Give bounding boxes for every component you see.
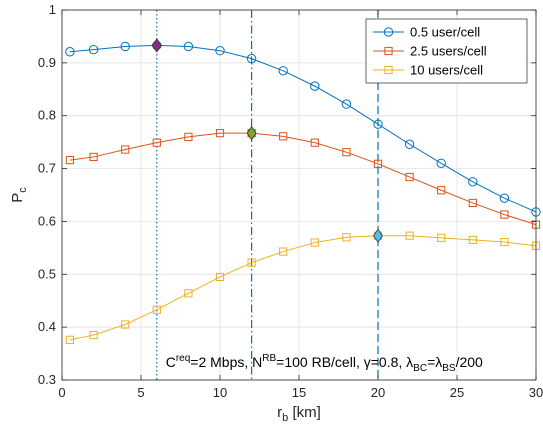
parameter-annotation: Creq=2 Mbps, NRB=100 RB/cell, γ=0.8, λBC… bbox=[166, 353, 483, 374]
optimum-point bbox=[246, 125, 257, 141]
data-point bbox=[310, 138, 319, 147]
y-axis-label: Pc bbox=[9, 187, 29, 203]
y-tick-label: 0.9 bbox=[38, 55, 56, 70]
legend-label: 0.5 user/cell bbox=[410, 25, 480, 40]
data-point bbox=[500, 237, 509, 247]
data-point bbox=[310, 238, 319, 247]
series-line bbox=[69, 235, 537, 341]
data-point bbox=[499, 193, 510, 203]
data-point bbox=[246, 53, 257, 64]
y-tick-label: 1 bbox=[49, 2, 56, 17]
data-point bbox=[405, 231, 414, 240]
data-point bbox=[215, 272, 225, 282]
data-point bbox=[437, 186, 446, 195]
x-tick-label: 20 bbox=[371, 385, 385, 400]
data-point bbox=[183, 41, 194, 52]
data-point bbox=[342, 148, 351, 157]
data-point bbox=[404, 139, 415, 149]
series-2 bbox=[65, 129, 541, 229]
series-line bbox=[69, 44, 537, 213]
x-tick-label: 30 bbox=[529, 385, 543, 400]
data-point bbox=[152, 305, 161, 314]
x-tick-label: 5 bbox=[137, 385, 144, 400]
data-point bbox=[373, 119, 383, 129]
data-point bbox=[121, 320, 130, 329]
data-point bbox=[89, 330, 98, 340]
data-point bbox=[65, 335, 75, 344]
legend-marker bbox=[384, 46, 393, 56]
data-point bbox=[405, 172, 414, 182]
y-tick-label: 0.3 bbox=[38, 372, 56, 387]
optimum-point bbox=[373, 228, 383, 243]
data-point bbox=[437, 233, 446, 242]
data-point bbox=[184, 289, 193, 298]
x-tick-label: 0 bbox=[58, 385, 65, 400]
data-point bbox=[373, 159, 383, 168]
data-point bbox=[65, 47, 75, 57]
data-point bbox=[279, 132, 288, 141]
data-point bbox=[278, 66, 288, 76]
data-point bbox=[152, 138, 161, 147]
data-point bbox=[468, 235, 477, 245]
x-tick-label: 25 bbox=[450, 385, 464, 400]
legend-marker bbox=[383, 27, 394, 37]
data-point bbox=[468, 198, 477, 208]
legend-items: 0.5 user/cell 2.5 users/cell 10 users/cell bbox=[373, 25, 487, 78]
data-point bbox=[341, 99, 352, 109]
legend: 0.5 user/cell 2.5 users/cell 10 users/cell bbox=[365, 18, 528, 84]
optimum-point bbox=[151, 38, 162, 53]
data-point bbox=[88, 44, 99, 55]
series-line bbox=[69, 132, 537, 226]
axis-ticks: 0 5 10 15 20 25 30 0.3 0.4 0.5 0.6 0.7 0.8 0.9 1 bbox=[38, 2, 543, 400]
x-tick-label: 10 bbox=[213, 385, 227, 400]
y-tick-label: 0.5 bbox=[38, 266, 56, 281]
data-point bbox=[89, 152, 98, 162]
data-point bbox=[247, 258, 256, 267]
y-tick-label: 0.7 bbox=[38, 161, 56, 176]
x-tick-label: 15 bbox=[292, 385, 306, 400]
optimum-markers bbox=[151, 38, 383, 243]
series-group bbox=[65, 40, 541, 344]
data-point bbox=[215, 129, 225, 138]
x-axis-label: rb [km] bbox=[277, 404, 321, 424]
y-tick-label: 0.8 bbox=[38, 108, 56, 123]
data-point bbox=[279, 247, 288, 256]
data-point bbox=[342, 233, 351, 242]
data-point bbox=[215, 46, 225, 56]
data-point bbox=[184, 132, 193, 141]
data-point bbox=[310, 81, 320, 91]
legend-label: 10 users/cell bbox=[410, 63, 483, 78]
legend-label: 2.5 users/cell bbox=[410, 44, 487, 59]
data-point bbox=[468, 177, 478, 187]
y-tick-label: 0.4 bbox=[38, 319, 56, 334]
data-point bbox=[436, 158, 446, 168]
data-point bbox=[120, 41, 130, 52]
data-point bbox=[500, 210, 509, 219]
data-point bbox=[65, 156, 75, 165]
series-3 bbox=[65, 231, 541, 344]
legend-marker bbox=[384, 65, 393, 75]
y-tick-label: 0.6 bbox=[38, 213, 56, 228]
data-point bbox=[121, 145, 130, 154]
